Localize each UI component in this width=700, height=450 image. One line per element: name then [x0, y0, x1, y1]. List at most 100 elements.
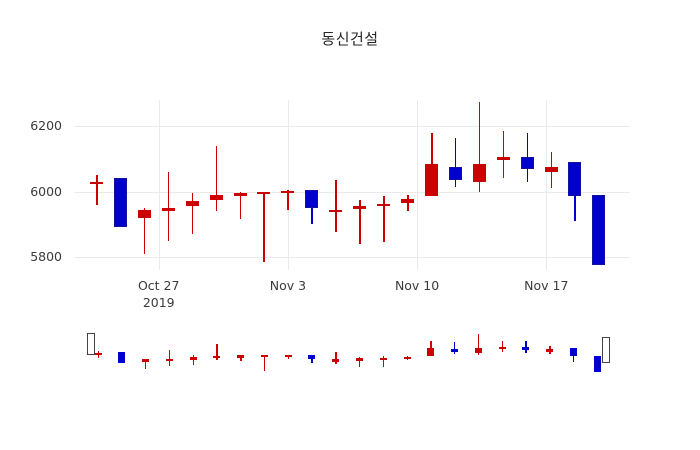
candle-body [161, 207, 175, 212]
page-title: 동신건설 [321, 30, 379, 48]
candlestick[interactable] [448, 100, 462, 270]
candlestick[interactable] [233, 100, 247, 270]
navigator-candlestick [237, 330, 245, 376]
navigator-candle-body [284, 354, 292, 358]
navigator-candlestick [284, 330, 292, 376]
navigator-candle-wick [168, 350, 171, 367]
navigator-candlestick [94, 330, 102, 376]
navigator-candle-wick [192, 355, 194, 365]
navigator-candlestick [260, 330, 268, 376]
navigator-candle-body [94, 352, 102, 356]
range-handle-right[interactable] [602, 337, 611, 363]
candle-wick [215, 145, 218, 212]
navigator-candle-body [332, 359, 340, 362]
navigator-candle-wick [240, 354, 242, 362]
candle-body [472, 163, 486, 182]
candlestick[interactable] [137, 100, 151, 270]
candlestick[interactable] [544, 100, 558, 270]
navigator-candlestick [118, 330, 126, 376]
candle-body [568, 162, 582, 197]
candlestick[interactable] [353, 100, 367, 270]
navigator-candle-wick [216, 344, 218, 360]
price-plot-area[interactable] [75, 100, 630, 270]
x-axis-tick-label: Oct 27 2019 [99, 278, 219, 310]
candle-body [329, 209, 343, 213]
x-axis-tick-label: Nov 3 [228, 278, 348, 293]
navigator-candle-body [142, 359, 150, 362]
candle-wick [454, 137, 457, 187]
navigator-candle-body [118, 351, 126, 364]
navigator-candlestick [308, 330, 316, 376]
navigator-candlestick [593, 330, 601, 376]
navigator-candlestick [569, 330, 577, 376]
navigator-candle-body [237, 355, 245, 358]
candle-wick [359, 199, 361, 244]
candle-body [353, 206, 367, 209]
candle-wick [167, 171, 170, 241]
gridline-horizontal [75, 126, 630, 128]
candle-wick [407, 194, 409, 212]
candle-body [592, 194, 606, 266]
navigator-candle-body [522, 346, 530, 350]
navigator-candlestick [142, 330, 150, 376]
candlestick[interactable] [472, 100, 486, 270]
x-tick-main: Nov 3 [269, 278, 307, 293]
candlestick[interactable] [281, 100, 295, 270]
x-tick-main: Nov 10 [394, 278, 440, 293]
candlestick[interactable] [424, 100, 438, 270]
navigator-candlestick [474, 330, 482, 376]
candlestick[interactable] [305, 100, 319, 270]
y-axis-tick-label: 6000 [30, 183, 62, 199]
x-tick-main: Nov 17 [524, 278, 569, 293]
navigator-candle-body [546, 349, 554, 352]
gridline-horizontal [75, 191, 630, 193]
candle-wick [191, 193, 194, 235]
candlestick[interactable] [113, 100, 127, 270]
candlestick[interactable] [592, 100, 606, 270]
navigator-candle-body [593, 355, 601, 373]
candlestick[interactable] [377, 100, 391, 270]
navigator-candlestick [165, 330, 173, 376]
navigator-candlestick [546, 330, 554, 376]
candlestick[interactable] [568, 100, 582, 270]
navigator-candlestick [403, 330, 411, 376]
candlestick[interactable] [520, 100, 534, 270]
navigator-candle-body [189, 357, 197, 360]
x-tick-main: Oct 27 [137, 278, 180, 293]
navigator-candlestick [427, 330, 435, 376]
candlestick[interactable] [401, 100, 415, 270]
range-handle-left[interactable] [87, 333, 96, 355]
navigator-candlestick [332, 330, 340, 376]
candle-body [209, 194, 223, 200]
candle-wick [239, 191, 242, 220]
navigator-candle-wick [335, 352, 337, 365]
navigator-candle-wick [359, 356, 361, 368]
candlestick[interactable] [257, 100, 271, 270]
navigator-candle-wick [477, 333, 480, 355]
candle-body [185, 201, 199, 207]
candle-body [448, 167, 462, 181]
candlestick[interactable] [209, 100, 223, 270]
candlestick[interactable] [329, 100, 343, 270]
candlestick[interactable] [496, 100, 510, 270]
candle-body [520, 157, 534, 169]
navigator-candlestick [522, 330, 530, 376]
range-navigator[interactable] [60, 330, 640, 376]
candle-wick [143, 207, 146, 254]
navigator-candle-body [451, 349, 459, 353]
navigator-candle-body [308, 354, 316, 359]
x-axis-tick-label: Nov 17 [486, 278, 606, 293]
navigator-candle-body [213, 355, 221, 359]
candle-wick [502, 131, 505, 179]
candlestick[interactable] [161, 100, 175, 270]
gridline-horizontal [75, 256, 630, 258]
candlestick[interactable] [185, 100, 199, 270]
gridline-vertical [158, 100, 160, 270]
navigator-candlestick [451, 330, 459, 376]
candlestick[interactable] [90, 100, 104, 270]
candle-wick [478, 101, 481, 192]
gridline-vertical [287, 100, 289, 270]
x-axis-tick-label: Nov 10 [357, 278, 477, 293]
navigator-candle-wick [501, 340, 504, 352]
